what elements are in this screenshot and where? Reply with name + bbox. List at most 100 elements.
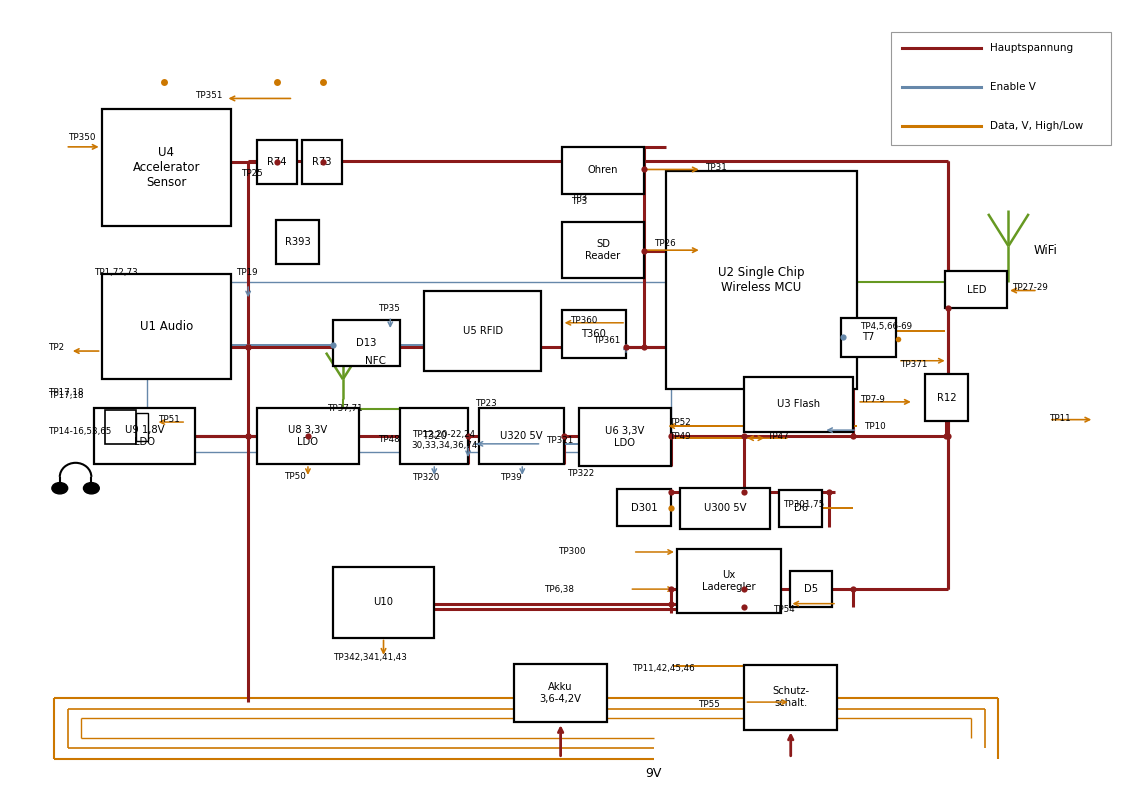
Text: TP3: TP3 [571, 193, 587, 203]
Text: TP351: TP351 [195, 90, 222, 100]
Text: Enable V: Enable V [990, 82, 1037, 92]
FancyBboxPatch shape [562, 147, 644, 194]
Text: TP7-9: TP7-9 [860, 395, 884, 404]
Text: TP48: TP48 [378, 435, 399, 445]
Text: U1 Audio: U1 Audio [140, 320, 193, 333]
Text: TP31: TP31 [705, 162, 726, 172]
Text: TP10: TP10 [864, 421, 885, 431]
Text: LED: LED [967, 285, 986, 295]
Text: Schutz-
schalt.: Schutz- schalt. [773, 687, 809, 708]
Text: U3 Flash: U3 Flash [777, 399, 820, 409]
FancyBboxPatch shape [333, 320, 400, 366]
Text: TP35: TP35 [378, 303, 399, 313]
FancyBboxPatch shape [514, 664, 607, 722]
Text: T7: T7 [863, 332, 874, 342]
Text: TP6,38: TP6,38 [544, 584, 574, 594]
FancyBboxPatch shape [562, 222, 644, 278]
FancyBboxPatch shape [744, 377, 853, 432]
Text: D13: D13 [356, 337, 377, 348]
FancyBboxPatch shape [677, 549, 781, 613]
Text: U2 Single Chip
Wireless MCU: U2 Single Chip Wireless MCU [719, 266, 804, 294]
FancyBboxPatch shape [945, 271, 1007, 308]
Text: Ohren: Ohren [588, 165, 618, 175]
Text: R73: R73 [312, 157, 332, 167]
Text: Hauptspannung: Hauptspannung [990, 44, 1074, 53]
Text: TP3: TP3 [571, 197, 587, 207]
FancyBboxPatch shape [302, 140, 342, 184]
FancyBboxPatch shape [925, 374, 968, 421]
FancyBboxPatch shape [257, 408, 359, 464]
Text: U6 3,3V
LDO: U6 3,3V LDO [606, 426, 644, 448]
Text: TP4,5,66-69: TP4,5,66-69 [860, 322, 911, 332]
Text: R12: R12 [936, 393, 957, 403]
Text: U10: U10 [373, 597, 394, 607]
FancyBboxPatch shape [102, 274, 231, 379]
Text: TP25: TP25 [241, 169, 263, 178]
Text: TP321: TP321 [546, 436, 573, 445]
FancyBboxPatch shape [102, 109, 231, 226]
Text: TP12,20-22,24
30,33,34,36,74: TP12,20-22,24 30,33,34,36,74 [412, 430, 478, 449]
FancyBboxPatch shape [257, 140, 297, 184]
Text: TP342,341,41,43: TP342,341,41,43 [333, 653, 406, 663]
Text: TP300: TP300 [558, 547, 585, 557]
Text: TP301,75: TP301,75 [783, 500, 825, 509]
Text: R393: R393 [285, 236, 310, 247]
Text: TP11,42,45,46: TP11,42,45,46 [632, 663, 695, 673]
FancyBboxPatch shape [424, 291, 541, 371]
Text: TP54: TP54 [774, 604, 795, 614]
Text: T360: T360 [581, 329, 607, 339]
Text: NFC: NFC [365, 356, 387, 366]
FancyBboxPatch shape [680, 488, 770, 529]
FancyBboxPatch shape [579, 408, 671, 466]
Text: TP17,18: TP17,18 [49, 391, 83, 400]
Text: WiFi: WiFi [1033, 244, 1057, 257]
FancyBboxPatch shape [105, 410, 136, 444]
Text: Data, V, High/Low: Data, V, High/Low [990, 121, 1084, 131]
Text: TP2: TP2 [49, 342, 64, 352]
Text: TP11: TP11 [1049, 413, 1070, 423]
Text: U5 RFID: U5 RFID [462, 326, 503, 336]
Text: TP55: TP55 [698, 700, 720, 709]
Text: TP361: TP361 [593, 336, 620, 345]
Text: TP19: TP19 [236, 268, 257, 278]
Text: TP14-16,53,65: TP14-16,53,65 [49, 427, 112, 437]
Text: TP320: TP320 [412, 473, 439, 483]
Text: TP52: TP52 [669, 418, 690, 428]
FancyBboxPatch shape [562, 310, 626, 358]
FancyBboxPatch shape [891, 32, 1111, 145]
Text: TP1,72,73: TP1,72,73 [94, 268, 138, 278]
Text: TP27-29: TP27-29 [1012, 282, 1048, 292]
FancyBboxPatch shape [276, 220, 319, 264]
FancyBboxPatch shape [136, 413, 148, 441]
Circle shape [83, 483, 99, 494]
Text: SD
Reader: SD Reader [585, 240, 620, 261]
FancyBboxPatch shape [333, 567, 434, 638]
Text: TP26: TP26 [654, 239, 676, 249]
Text: TP322: TP322 [567, 469, 594, 479]
Text: TP51: TP51 [158, 415, 179, 424]
FancyBboxPatch shape [779, 490, 822, 527]
Text: TP17,18: TP17,18 [49, 387, 83, 397]
Text: TP39: TP39 [500, 473, 521, 483]
Circle shape [52, 483, 68, 494]
FancyBboxPatch shape [617, 489, 671, 526]
Text: Ux
Laderegler: Ux Laderegler [702, 571, 756, 592]
FancyBboxPatch shape [479, 408, 564, 464]
FancyBboxPatch shape [400, 408, 468, 464]
Text: U320 5V: U320 5V [501, 431, 543, 441]
Text: TP371: TP371 [900, 360, 927, 370]
Text: T320: T320 [422, 431, 447, 441]
Text: D6: D6 [794, 504, 808, 513]
Text: TP49: TP49 [669, 432, 690, 441]
Text: D5: D5 [804, 584, 818, 594]
Text: Akku
3,6-4,2V: Akku 3,6-4,2V [539, 683, 582, 704]
Text: D301: D301 [631, 503, 658, 512]
Text: U300 5V: U300 5V [704, 504, 747, 513]
FancyBboxPatch shape [841, 318, 896, 357]
Text: TP360: TP360 [570, 316, 597, 325]
Text: R74: R74 [267, 157, 287, 167]
Text: TP37,71: TP37,71 [327, 404, 363, 413]
Text: U4
Accelerator
Sensor: U4 Accelerator Sensor [133, 146, 200, 189]
Text: TP23: TP23 [475, 399, 496, 408]
Text: U9 1,8V
LDO: U9 1,8V LDO [124, 425, 165, 446]
